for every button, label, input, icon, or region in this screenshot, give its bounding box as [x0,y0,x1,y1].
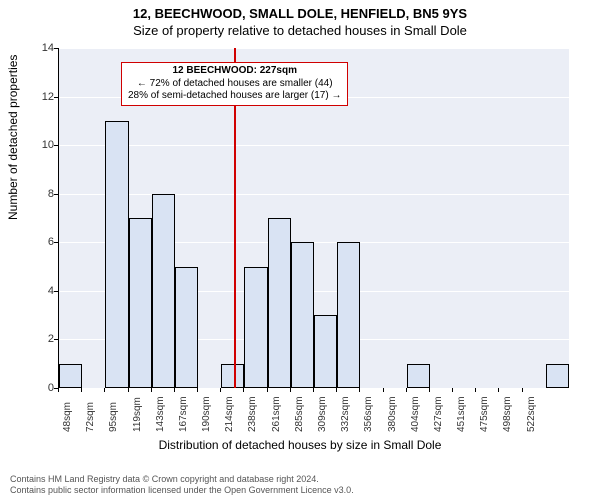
y-tick-mark [54,48,58,49]
footer-line-2: Contains public sector information licen… [10,485,354,496]
y-tick-label: 8 [14,188,54,200]
histogram-bar [59,364,82,388]
x-tick-label: 48sqm [62,402,73,432]
x-tick-label: 309sqm [317,396,328,432]
plot-area: 12 BEECHWOOD: 227sqm← 72% of detached ho… [58,48,569,389]
y-tick-label: 2 [14,333,54,345]
histogram-bar [314,315,337,388]
y-tick-label: 0 [14,382,54,394]
histogram-bar [105,121,128,388]
y-tick-label: 12 [14,91,54,103]
histogram-bar [268,218,291,388]
annotation-line-2: ← 72% of detached houses are smaller (44… [128,78,341,91]
page-title: 12, BEECHWOOD, SMALL DOLE, HENFIELD, BN5… [0,0,600,21]
y-tick-mark [54,242,58,243]
y-tick-label: 4 [14,285,54,297]
x-tick-label: 119sqm [132,397,143,432]
x-tick-mark [429,388,430,392]
footer-line-1: Contains HM Land Registry data © Crown c… [10,474,354,485]
y-tick-label: 14 [14,42,54,54]
x-axis-label: Distribution of detached houses by size … [0,438,600,452]
x-tick-mark [58,388,59,392]
x-tick-mark [290,388,291,392]
x-tick-label: 427sqm [433,396,444,432]
x-tick-label: 95sqm [108,402,119,432]
x-tick-label: 261sqm [271,396,282,432]
histogram-bar [221,364,244,388]
x-tick-label: 332sqm [340,396,351,432]
y-tick-mark [54,97,58,98]
y-tick-label: 6 [14,236,54,248]
gridline [59,194,569,195]
x-tick-mark [336,388,337,392]
gridline [59,388,569,389]
x-tick-label: 190sqm [201,396,212,432]
x-tick-mark [174,388,175,392]
footer-attribution: Contains HM Land Registry data © Crown c… [10,474,354,497]
gridline [59,145,569,146]
y-tick-mark [54,194,58,195]
histogram-bar [129,218,152,388]
annotation-line-1: 12 BEECHWOOD: 227sqm [128,65,341,78]
x-tick-mark [383,388,384,392]
x-tick-mark [128,388,129,392]
x-tick-label: 522sqm [526,396,537,432]
x-tick-label: 404sqm [410,396,421,432]
y-tick-mark [54,145,58,146]
x-tick-label: 285sqm [294,396,305,432]
x-tick-mark [406,388,407,392]
x-tick-mark [104,388,105,392]
x-tick-label: 238sqm [247,396,258,432]
y-tick-label: 10 [14,139,54,151]
histogram-bar [152,194,175,388]
histogram-bar [337,242,360,388]
x-tick-mark [151,388,152,392]
x-tick-mark [220,388,221,392]
annotation-box: 12 BEECHWOOD: 227sqm← 72% of detached ho… [121,62,348,106]
x-tick-label: 475sqm [479,396,490,432]
x-tick-mark [313,388,314,392]
x-tick-mark [452,388,453,392]
x-tick-mark [81,388,82,392]
x-tick-label: 143sqm [155,396,166,432]
x-tick-label: 498sqm [502,396,513,432]
x-tick-label: 356sqm [363,396,374,432]
y-tick-mark [54,291,58,292]
x-tick-mark [197,388,198,392]
x-tick-mark [522,388,523,392]
x-tick-label: 451sqm [456,396,467,432]
x-tick-mark [243,388,244,392]
histogram-bar [175,267,198,388]
gridline [59,48,569,49]
x-tick-label: 380sqm [387,396,398,432]
page-subtitle: Size of property relative to detached ho… [0,21,600,38]
y-tick-mark [54,339,58,340]
histogram-bar [291,242,314,388]
x-tick-label: 167sqm [178,396,189,432]
x-tick-mark [475,388,476,392]
x-tick-label: 214sqm [224,396,235,432]
x-tick-mark [359,388,360,392]
annotation-line-3: 28% of semi-detached houses are larger (… [128,90,341,103]
histogram-bar [546,364,569,388]
histogram-bar [244,267,267,388]
histogram-bar [407,364,430,388]
chart-container: Number of detached properties 12 BEECHWO… [0,40,600,460]
x-tick-label: 72sqm [85,402,96,432]
x-tick-mark [267,388,268,392]
x-tick-mark [498,388,499,392]
